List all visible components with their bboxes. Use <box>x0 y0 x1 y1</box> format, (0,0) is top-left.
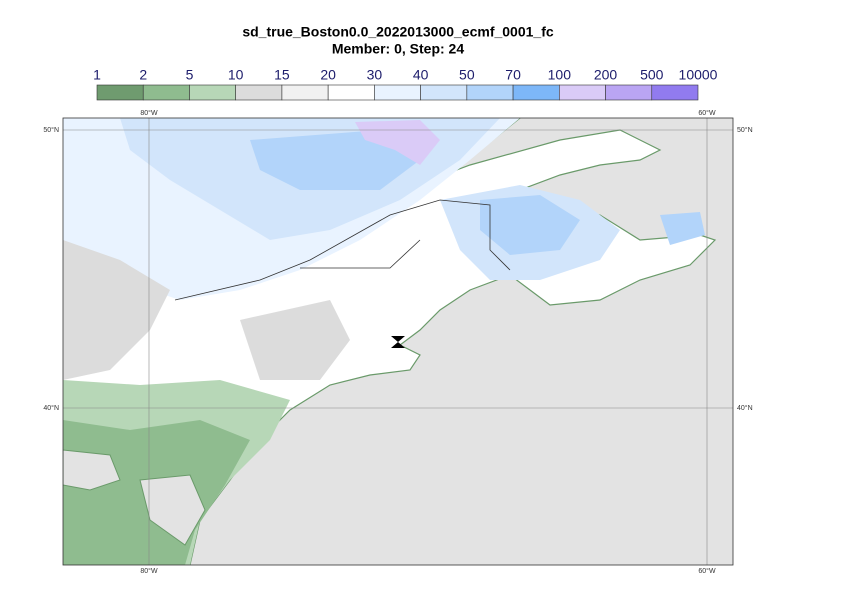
lon-label: 80°W <box>140 109 158 117</box>
snow-mid-blue <box>250 130 705 255</box>
lon-label: 60°W <box>698 109 716 117</box>
colorbar-label: 10000 <box>679 67 718 83</box>
colorbar-swatch <box>189 84 236 101</box>
colorbar-label: 500 <box>640 67 664 83</box>
colorbar-label: 200 <box>594 67 618 83</box>
colorbar-label: 70 <box>505 67 521 83</box>
colorbar-label: 40 <box>413 67 429 83</box>
lat-label: 40°N <box>737 404 753 412</box>
colorbar-swatch <box>142 84 190 101</box>
land-west <box>63 240 350 380</box>
colorbar-label: 1 <box>93 67 101 83</box>
colorbar-label: 20 <box>320 67 336 83</box>
lat-label: 50°N <box>43 126 59 134</box>
boston-marker <box>391 336 405 348</box>
colorbar-swatch <box>374 84 421 101</box>
colorbar-label: 100 <box>548 67 572 83</box>
colorbar-label: 15 <box>274 67 290 83</box>
colorbar-label: 2 <box>139 67 147 83</box>
colorbar-swatch <box>235 84 283 101</box>
colorbar: 1 2 5 10 15 20 30 40 50 70 100 200 500 10000 <box>93 67 718 101</box>
colorbar-swatch <box>605 84 653 101</box>
colorbar-swatch <box>559 84 606 101</box>
colorbar-swatch <box>327 84 375 101</box>
map-frame <box>62 117 734 566</box>
colorbar-swatch <box>651 84 699 101</box>
bay <box>63 449 206 546</box>
lon-label: 60°W <box>698 567 716 575</box>
colorbar-swatch <box>420 84 468 101</box>
title: sd_true_Boston0.0_2022013000_ecmf_0001_f… <box>242 24 554 40</box>
map-area <box>63 118 733 565</box>
colorbar-label: 30 <box>367 67 383 83</box>
subtitle: Member: 0, Step: 24 <box>332 41 464 57</box>
lon-label: 80°W <box>140 567 158 575</box>
snow-purple <box>355 120 440 165</box>
colorbar-label: 5 <box>186 67 194 83</box>
colorbar-swatch <box>96 84 144 101</box>
lat-label: 40°N <box>43 404 59 412</box>
colorbar-swatch <box>466 84 514 101</box>
colorbar-swatch <box>512 84 560 101</box>
colorbar-swatch <box>281 84 329 101</box>
lat-label: 50°N <box>737 126 753 134</box>
border <box>174 199 511 301</box>
colorbar-label: 10 <box>228 67 244 83</box>
colorbar-label: 50 <box>459 67 475 83</box>
